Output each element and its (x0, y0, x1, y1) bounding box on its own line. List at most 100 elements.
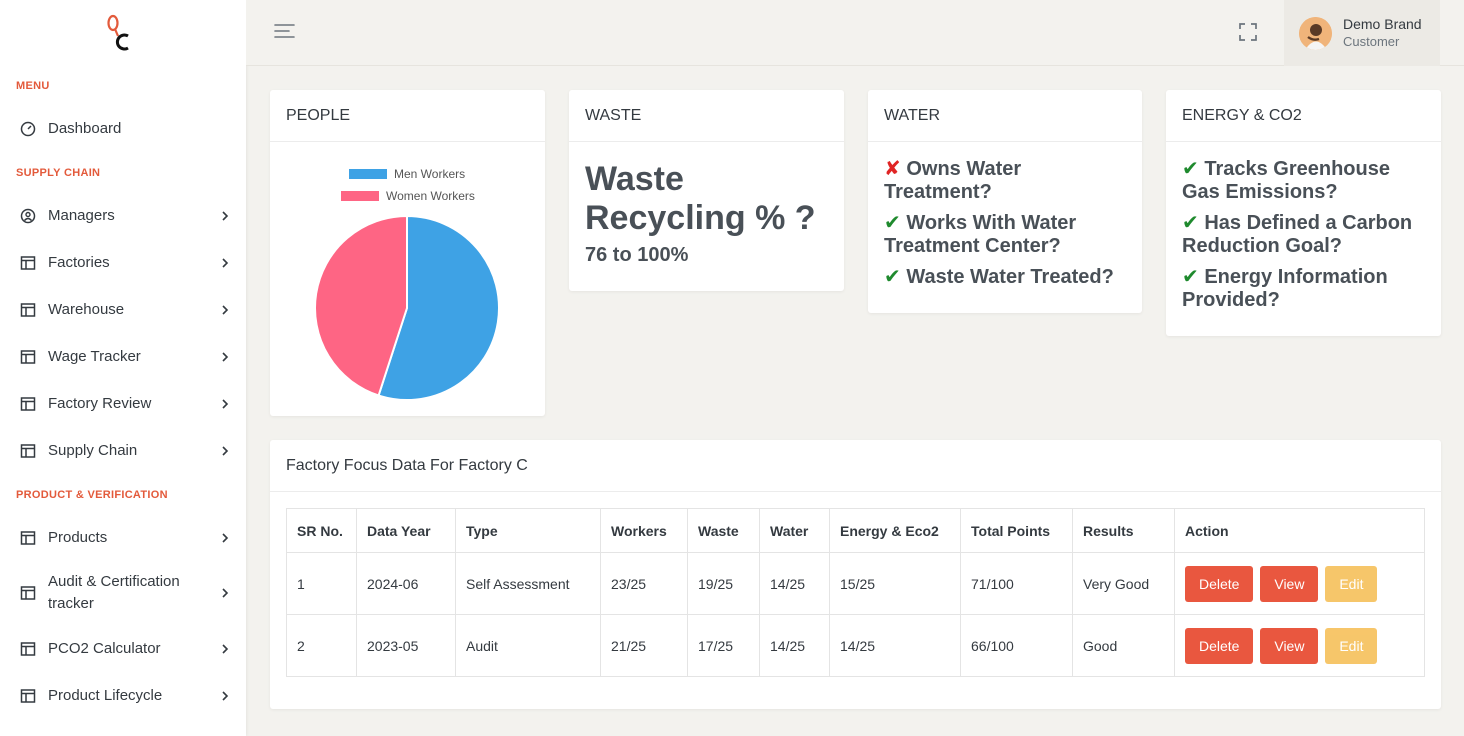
table-cell: Very Good (1072, 552, 1175, 615)
table-cell: 71/100 (960, 552, 1073, 615)
water-card: WATER ✘ Owns Water Treatment? ✔ Works Wi… (868, 90, 1142, 313)
column-header: Total Points (960, 508, 1073, 553)
view-button[interactable]: View (1260, 627, 1319, 664)
column-header: SR No. (286, 508, 357, 553)
fullscreen-icon[interactable] (1239, 23, 1257, 41)
column-header: Water (759, 508, 830, 553)
waste-recycling-heading: Waste Recycling % ? (585, 160, 816, 237)
pie-slice-women-workers[interactable] (314, 214, 408, 397)
user-circle-icon (20, 208, 36, 224)
sidebar-item-factory-review[interactable]: Factory Review (20, 393, 230, 415)
sidebar-item-label: PCO2 Calculator (48, 640, 161, 657)
column-header: Waste (687, 508, 760, 553)
chevron-right-icon (222, 258, 229, 268)
table-cell: 14/25 (759, 614, 830, 677)
layout-icon (20, 303, 36, 317)
layout-icon (20, 350, 36, 364)
sidebar-item-warehouse[interactable]: Warehouse (20, 299, 230, 321)
chevron-right-icon (222, 533, 229, 543)
column-header: Energy & Eco2 (829, 508, 961, 553)
layout-icon (20, 586, 36, 600)
table-cell: 66/100 (960, 614, 1073, 677)
energy-check-text: Has Defined a Carbon Reduction Goal? (1182, 212, 1413, 257)
sidebar-item-audit[interactable]: Audit & Certification tracker (20, 571, 230, 615)
table-cell: 1 (286, 552, 357, 615)
layout-icon (20, 256, 36, 270)
section-title-product-verification: PRODUCT & VERIFICATION (16, 489, 168, 501)
chevron-right-icon (222, 305, 229, 315)
chevron-right-icon (222, 644, 229, 654)
user-name: Demo Brand (1343, 16, 1422, 32)
sidebar-item-dashboard[interactable]: Dashboard (20, 118, 230, 140)
edit-button[interactable]: Edit (1325, 627, 1378, 664)
water-check-text: Owns Water Treatment? (884, 158, 1022, 203)
sidebar-item-label: Audit & Certification tracker (48, 573, 180, 612)
section-title-supply-chain: SUPPLY CHAIN (16, 167, 101, 179)
chevron-right-icon (222, 399, 229, 409)
cross-icon: ✘ (884, 158, 901, 180)
sidebar-item-factories[interactable]: Factories (20, 252, 230, 274)
legend-label-men[interactable]: Men Workers (394, 167, 465, 181)
factory-focus-card: Factory Focus Data For Factory C SR No. … (270, 440, 1441, 709)
layout-icon (20, 397, 36, 411)
table-cell: Self Assessment (455, 552, 601, 615)
table-cell: 21/25 (600, 614, 688, 677)
action-cell: Delete View Edit (1174, 552, 1425, 615)
sidebar-item-label: Dashboard (48, 120, 122, 137)
table-cell: Good (1072, 614, 1175, 677)
avatar-image (1299, 16, 1332, 50)
sidebar-item-managers[interactable]: Managers (20, 205, 230, 227)
sidebar-item-label: Warehouse (48, 301, 125, 318)
sidebar-item-products[interactable]: Products (20, 527, 230, 549)
energy-card-title: ENERGY & CO2 (1166, 90, 1441, 142)
water-check-text: Works With Water Treatment Center? (884, 212, 1077, 257)
energy-check-text: Energy Information Provided? (1182, 266, 1388, 311)
sidebar-item-pco2[interactable]: PCO2 Calculator (20, 638, 230, 660)
user-role: Customer (1343, 34, 1400, 49)
brand-logo[interactable] (104, 14, 136, 54)
waste-card-title: WASTE (569, 90, 844, 142)
table-cell: 2024-06 (356, 552, 456, 615)
legend-swatch-women (341, 191, 379, 201)
delete-button[interactable]: Delete (1185, 627, 1254, 664)
chevron-right-icon (222, 352, 229, 362)
table-header-row: SR No. Data Year Type Workers Waste Wate… (286, 508, 1425, 553)
checkmark-icon: ✔ (1182, 212, 1199, 234)
water-check-item: ✔ Waste Water Treated? (884, 266, 1126, 289)
column-header: Data Year (356, 508, 456, 553)
factory-focus-table: SR No. Data Year Type Workers Waste Wate… (286, 508, 1425, 677)
pie-slice-men-workers[interactable] (377, 214, 500, 401)
table-cell: 19/25 (687, 552, 760, 615)
table-cell: 2 (286, 614, 357, 677)
delete-button[interactable]: Delete (1185, 565, 1254, 602)
layout-icon (20, 444, 36, 458)
chevron-right-icon (222, 211, 229, 221)
edit-button[interactable]: Edit (1325, 565, 1378, 602)
table-cell: Audit (455, 614, 601, 677)
avatar (1299, 16, 1332, 50)
view-button[interactable]: View (1260, 565, 1319, 602)
water-check-item: ✘ Owns Water Treatment? (884, 158, 1126, 204)
topbar: Demo Brand Customer (246, 0, 1464, 66)
layout-icon (20, 642, 36, 656)
checkmark-icon: ✔ (1182, 158, 1199, 180)
sidebar-item-lifecycle[interactable]: Product Lifecycle (20, 685, 230, 707)
energy-card: ENERGY & CO2 ✔ Tracks Greenhouse Gas Emi… (1166, 90, 1441, 336)
sidebar-item-supply-chain[interactable]: Supply Chain (20, 440, 230, 462)
table-cell: 23/25 (600, 552, 688, 615)
chevron-right-icon (222, 691, 229, 701)
sidebar-item-wage-tracker[interactable]: Wage Tracker (20, 346, 230, 368)
water-check-text: Waste Water Treated? (906, 266, 1114, 288)
user-menu[interactable]: Demo Brand Customer (1284, 0, 1440, 66)
menu-toggle-icon[interactable] (274, 22, 296, 40)
water-check-item: ✔ Works With Water Treatment Center? (884, 212, 1126, 258)
sidebar-item-label: Managers (48, 207, 115, 224)
legend-swatch-men (349, 169, 387, 179)
column-header: Results (1072, 508, 1175, 553)
legend-label-women[interactable]: Women Workers (386, 189, 475, 203)
energy-check-item: ✔ Energy Information Provided? (1182, 266, 1425, 312)
chevron-right-icon (222, 588, 229, 598)
table-cell: 14/25 (829, 614, 961, 677)
factory-focus-title: Factory Focus Data For Factory C (270, 440, 1441, 492)
energy-check-item: ✔ Has Defined a Carbon Reduction Goal? (1182, 212, 1425, 258)
